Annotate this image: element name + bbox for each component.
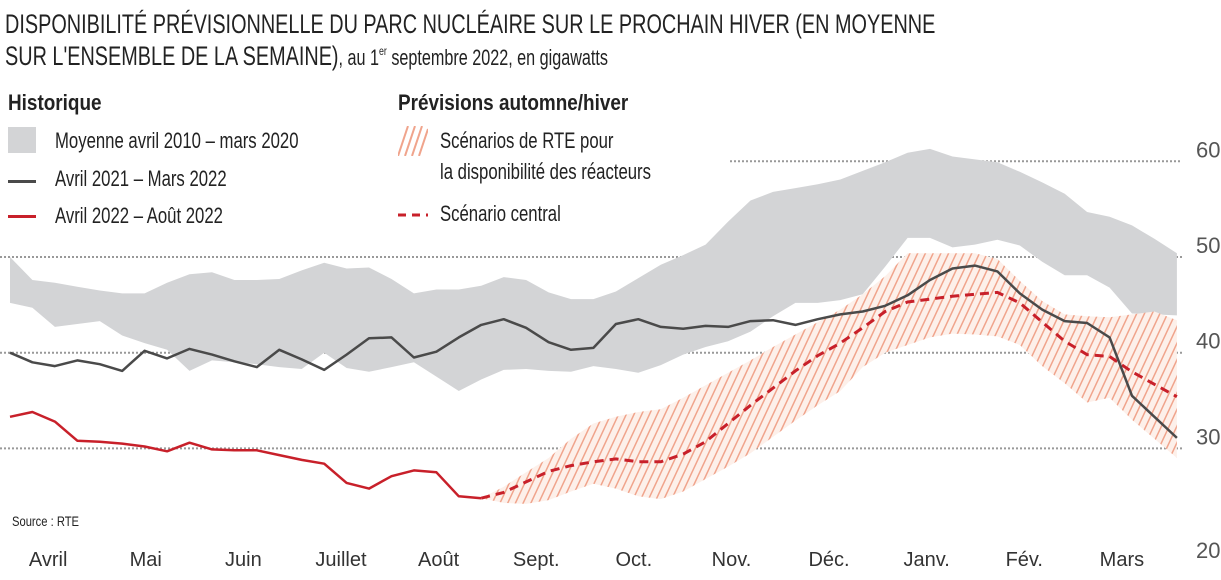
legend-historique-title: Historique [8, 90, 102, 115]
legend-label-2022: Avril 2022 – Août 2022 [55, 203, 223, 228]
y-tick-label: 60 [1196, 137, 1220, 162]
subtitle-pre: , au 1 [338, 45, 380, 70]
x-tick-label: Sept. [513, 549, 560, 571]
series-band-scenarios-rte [481, 253, 1177, 504]
x-tick-label: Mai [130, 549, 162, 571]
x-tick-label: Fév. [1006, 549, 1043, 571]
legend-label-scenarios-1: Scénarios de RTE pour [440, 128, 614, 153]
x-tick-label: Août [418, 549, 460, 571]
x-tick-label: Janv. [904, 549, 950, 571]
chart-title-line2: SUR L'ENSEMBLE DE LA SEMAINE), au 1er se… [5, 41, 825, 72]
x-tick-label: Juin [225, 549, 262, 571]
chart-title-line1: DISPONIBILITÉ PRÉVISIONNELLE DU PARC NUC… [5, 9, 1221, 40]
legend-swatch-central [398, 213, 428, 217]
y-tick-label: 40 [1196, 329, 1220, 354]
legend-previsions-title: Prévisions automne/hiver [398, 90, 629, 115]
subtitle-sup: er [379, 44, 387, 58]
legend-label-moyenne: Moyenne avril 2010 – mars 2020 [55, 128, 299, 153]
y-tick-label: 20 [1196, 538, 1220, 563]
series-line-scenario-central [480, 290, 1178, 500]
legend-swatch-2021 [8, 180, 36, 183]
legend-label-2021: Avril 2021 – Mars 2022 [55, 166, 227, 191]
x-tick-label: Juillet [315, 549, 367, 571]
series-line-2022 [9, 410, 482, 500]
x-tick-label: Oct. [615, 549, 652, 571]
source-note: Source : RTE [12, 513, 80, 529]
legend-label-central: Scénario central [440, 201, 561, 226]
y-tick-label: 50 [1196, 233, 1220, 258]
x-tick-label: Nov. [712, 549, 752, 571]
x-tick-label: Mars [1100, 549, 1144, 571]
legend-swatch-2022 [8, 215, 36, 218]
x-tick-label: Déc. [808, 549, 849, 571]
legend-swatch-gray-band [8, 127, 36, 153]
subtitle-post: septembre 2022, en gigawatts [386, 45, 608, 70]
legend-label-scenarios-2: la disponibilité des réacteurs [440, 159, 651, 184]
x-tick-label: Avril [29, 549, 68, 571]
legend-swatch-hatch [398, 126, 428, 156]
title-text-2: SUR L'ENSEMBLE DE LA SEMAINE) [5, 41, 339, 71]
series-band-moyenne-2010-2020 [10, 148, 1177, 391]
series-line-2021-2022 [9, 264, 1178, 439]
y-tick-label: 30 [1196, 424, 1220, 449]
title-text: DISPONIBILITÉ PRÉVISIONNELLE DU PARC NUC… [5, 9, 936, 39]
